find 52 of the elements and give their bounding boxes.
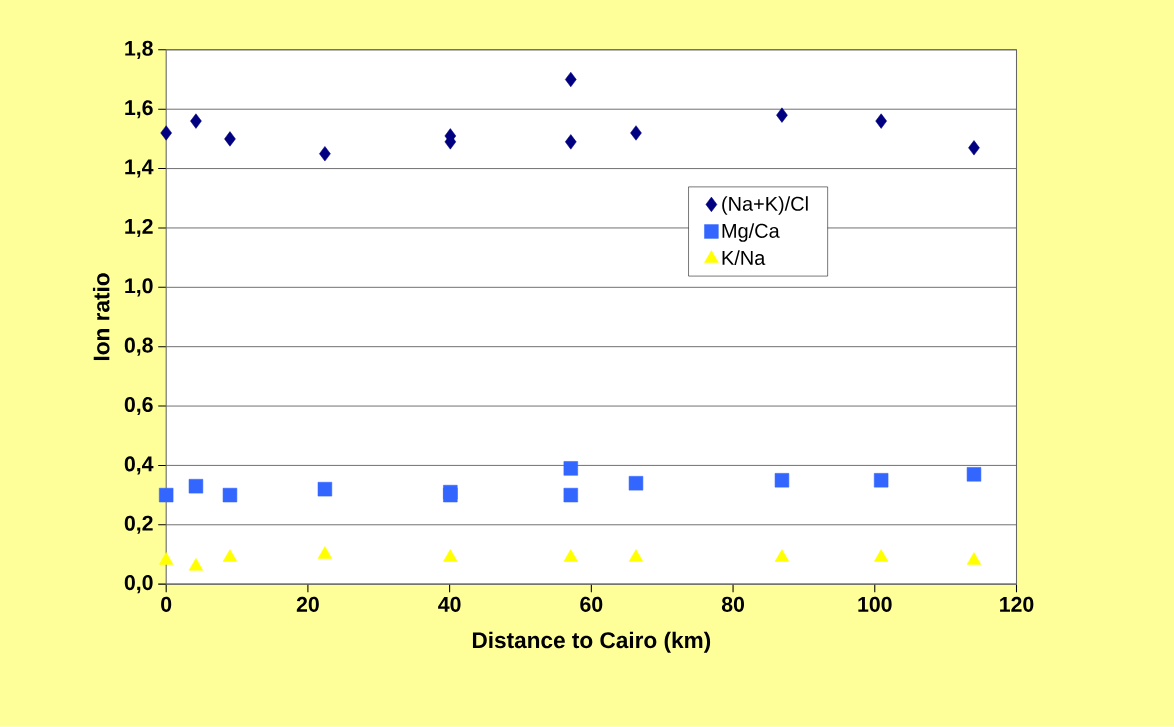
y-axis-title: Ion ratio [92,273,110,361]
y-tick-label: 0,8 [124,337,153,356]
y-tick-label: 0,4 [124,456,154,475]
legend-label: (Na+K)/Cl [722,196,808,215]
point [875,113,887,129]
x-tick-label: 100 [858,596,892,613]
x-tick-label: 60 [580,596,603,613]
point [443,549,458,562]
point [317,546,333,559]
point [628,549,644,562]
point [774,473,790,488]
x-tick-label: 80 [721,596,744,613]
point [966,552,982,565]
y-tick-label: 1,0 [125,278,153,297]
y-tick-label: 1,2 [125,219,153,238]
y-tick-label: 0,0 [124,575,153,594]
y-tick-label: 0,6 [124,397,153,416]
point [222,488,238,503]
legend-label: Mg/Ca [722,223,780,242]
x-tick-label: 120 [1000,596,1034,613]
point [565,72,577,88]
x-tick-label: 40 [438,596,461,613]
point [159,552,174,565]
point [160,125,172,141]
point [188,479,204,494]
y-tick-label: 1,8 [125,40,153,60]
point [319,146,331,162]
point [565,134,577,150]
point [563,488,578,503]
point [159,488,174,503]
y-tick-label: 0,2 [124,515,153,534]
legend-label: K/Na [722,250,766,266]
point [190,113,202,129]
point [317,482,333,497]
point [776,107,788,123]
x-axis-title: Distance to Cairo (km) [472,631,711,653]
point [628,476,644,491]
point [188,558,204,571]
point [968,140,980,156]
point [774,549,790,562]
point [966,467,982,482]
point [222,549,238,562]
point [563,549,578,562]
point [873,473,889,488]
x-tick-label: 20 [296,596,319,613]
point [873,549,889,562]
y-tick-label: 1,6 [125,100,153,119]
y-tick-label: 1,4 [125,159,154,178]
x-tick-label: 0 [161,596,172,613]
point [224,131,236,147]
point [630,125,642,141]
point [563,461,578,476]
